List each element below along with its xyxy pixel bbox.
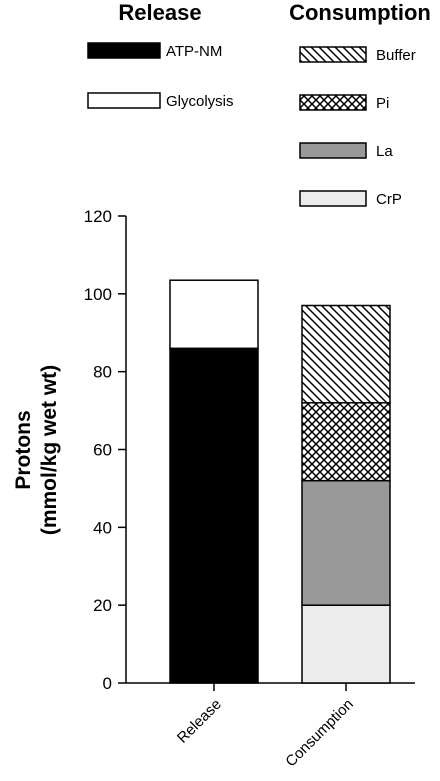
bars <box>169 279 391 684</box>
legend-label-atp-nm: ATP-NM <box>166 43 222 60</box>
legend-entry-atp-nm: ATP-NM <box>87 42 222 60</box>
legend-label-buffer: Buffer <box>376 47 416 64</box>
legend-label-crp: CrP <box>376 191 402 208</box>
legend-swatch-crp <box>299 190 367 207</box>
y-tick-label-20: 20 <box>93 596 112 615</box>
legend-swatch-la <box>299 142 367 159</box>
y-tick-label-40: 40 <box>93 518 112 537</box>
legend-entry-buffer: Buffer <box>299 46 416 64</box>
y-tick-label-0: 0 <box>103 674 112 693</box>
x-tick-label-consumption: Consumption <box>282 696 357 771</box>
legend-label-glycolysis: Glycolysis <box>166 93 234 110</box>
y-tick-label-80: 80 <box>93 363 112 382</box>
legend-heading-release: Release <box>118 0 201 25</box>
bar-segment-crp <box>301 604 391 684</box>
legend-swatch-glycolysis <box>87 92 161 109</box>
x-ticks: Release Consumption <box>174 683 357 770</box>
legend-label-pi: Pi <box>376 95 389 112</box>
y-axis-label-line2: (mmol/kg wet wt) <box>38 365 61 535</box>
legend-label-la: La <box>376 143 393 160</box>
bar-segment-la <box>301 479 391 606</box>
bar-segment-pi <box>301 402 391 482</box>
legend-entry-pi: Pi <box>299 94 389 112</box>
y-tick-label-120: 120 <box>84 207 112 226</box>
legend-entry-crp: CrP <box>299 190 402 208</box>
y-ticks: 0 20 40 60 80 100 120 <box>84 207 126 693</box>
x-tick-label-release: Release <box>174 696 225 747</box>
bar-segment-atp-nm <box>169 347 259 684</box>
legend-swatch-atp-nm <box>87 42 161 59</box>
y-tick-label-100: 100 <box>84 285 112 304</box>
legend-swatch-buffer <box>299 46 367 63</box>
legend-heading-consumption: Consumption <box>289 0 431 25</box>
legend-entry-glycolysis: Glycolysis <box>87 92 234 110</box>
y-axis-label-line1: Protons <box>12 410 35 489</box>
bar-segment-glycolysis <box>169 279 259 350</box>
bar-segment-buffer <box>301 304 391 404</box>
legend-swatch-pi <box>299 94 367 111</box>
legend-entry-la: La <box>299 142 393 160</box>
y-tick-label-60: 60 <box>93 441 112 460</box>
